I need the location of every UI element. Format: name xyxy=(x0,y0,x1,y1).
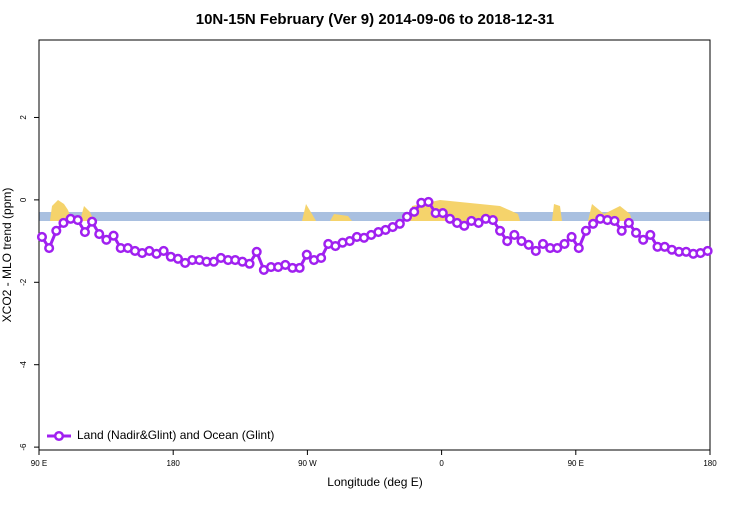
point xyxy=(623,217,634,229)
x-tick-label: 90 W xyxy=(298,459,317,468)
y-tick-label: 2 xyxy=(19,115,28,120)
legend-marker xyxy=(53,430,65,442)
legend-label: Land (Nadir&Glint) and Ocean (Glint) xyxy=(77,428,274,442)
point xyxy=(580,225,591,236)
point xyxy=(573,243,584,254)
x-tick-label: 90 E xyxy=(568,459,584,468)
y-tick-label: -6 xyxy=(19,443,28,451)
point xyxy=(523,239,534,250)
point xyxy=(101,234,112,245)
point xyxy=(72,215,83,226)
x-tick-label: 0 xyxy=(439,459,444,468)
y-tick-label: 0 xyxy=(19,197,28,202)
plot-frame xyxy=(38,39,711,451)
point xyxy=(79,226,90,238)
x-tick-label: 180 xyxy=(167,459,181,468)
point xyxy=(552,243,563,254)
point xyxy=(588,218,599,229)
y-tick-label: -2 xyxy=(19,278,28,286)
point xyxy=(51,225,62,236)
point xyxy=(87,216,98,227)
point xyxy=(294,262,305,273)
point xyxy=(630,227,642,238)
point xyxy=(609,215,620,226)
y-tick-label: -4 xyxy=(19,361,28,369)
point xyxy=(44,243,55,254)
x-tick-label: 90 E xyxy=(31,459,47,468)
point xyxy=(502,236,513,247)
point xyxy=(459,220,470,231)
point xyxy=(645,229,656,240)
point xyxy=(559,238,570,250)
point xyxy=(473,217,484,229)
point xyxy=(36,231,48,243)
point xyxy=(401,211,413,222)
point xyxy=(509,229,520,240)
point xyxy=(437,208,448,219)
point xyxy=(172,253,184,264)
point xyxy=(495,225,506,236)
point xyxy=(638,234,649,245)
point xyxy=(702,245,713,257)
point xyxy=(251,246,262,257)
point xyxy=(423,196,434,207)
chart-title: 10N-15N February (Ver 9) 2014-09-06 to 2… xyxy=(196,11,555,28)
point xyxy=(566,231,577,243)
point xyxy=(58,217,69,229)
point xyxy=(108,230,119,241)
point xyxy=(94,229,105,240)
point xyxy=(158,245,169,257)
point xyxy=(394,218,405,229)
point xyxy=(487,215,498,226)
point xyxy=(244,258,255,269)
point xyxy=(301,249,312,260)
point xyxy=(616,225,627,236)
y-axis-label: XCO2 - MLO trend (ppm) xyxy=(0,188,14,323)
x-tick-label: 180 xyxy=(703,459,717,468)
point xyxy=(409,206,420,217)
point xyxy=(316,252,327,264)
point xyxy=(344,236,355,247)
point xyxy=(537,238,549,250)
point xyxy=(530,245,541,257)
point xyxy=(444,213,456,224)
x-axis-label: Longitude (deg E) xyxy=(327,475,422,489)
